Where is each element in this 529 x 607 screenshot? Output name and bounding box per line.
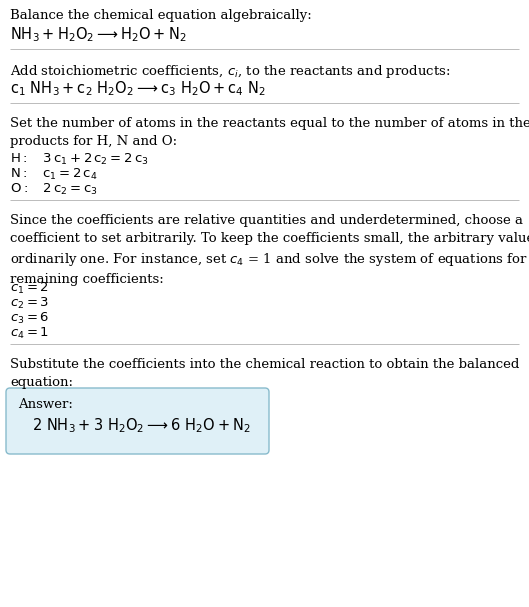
Text: $\mathrm{H: \quad 3\,c_1 + 2\,c_2 = 2\,c_3}$: $\mathrm{H: \quad 3\,c_1 + 2\,c_2 = 2\,c…: [10, 152, 149, 167]
Text: Substitute the coefficients into the chemical reaction to obtain the balanced
eq: Substitute the coefficients into the che…: [10, 358, 519, 389]
Text: $c_2 = 3$: $c_2 = 3$: [10, 296, 49, 311]
Text: $c_4 = 1$: $c_4 = 1$: [10, 326, 49, 341]
Text: $\mathrm{c_1\ NH_3 + c_2\ H_2O_2 \longrightarrow c_3\ H_2O + c_4\ N_2}$: $\mathrm{c_1\ NH_3 + c_2\ H_2O_2 \longri…: [10, 79, 266, 98]
Text: Balance the chemical equation algebraically:: Balance the chemical equation algebraica…: [10, 9, 312, 22]
FancyBboxPatch shape: [6, 388, 269, 454]
Text: $\mathrm{NH_3 + H_2O_2 \longrightarrow H_2O + N_2}$: $\mathrm{NH_3 + H_2O_2 \longrightarrow H…: [10, 25, 187, 44]
Text: $\mathrm{N: \quad c_1 = 2\,c_4}$: $\mathrm{N: \quad c_1 = 2\,c_4}$: [10, 167, 98, 182]
Text: Answer:: Answer:: [18, 398, 73, 411]
Text: Set the number of atoms in the reactants equal to the number of atoms in the
pro: Set the number of atoms in the reactants…: [10, 117, 529, 148]
Text: $\mathrm{O: \quad 2\,c_2 = c_3}$: $\mathrm{O: \quad 2\,c_2 = c_3}$: [10, 182, 98, 197]
Text: $\mathrm{2\ NH_3 + 3\ H_2O_2 \longrightarrow 6\ H_2O + N_2}$: $\mathrm{2\ NH_3 + 3\ H_2O_2 \longrighta…: [32, 416, 251, 435]
Text: $c_1 = 2$: $c_1 = 2$: [10, 281, 49, 296]
Text: $c_3 = 6$: $c_3 = 6$: [10, 311, 49, 326]
Text: Add stoichiometric coefficients, $c_i$, to the reactants and products:: Add stoichiometric coefficients, $c_i$, …: [10, 63, 450, 80]
Text: Since the coefficients are relative quantities and underdetermined, choose a
coe: Since the coefficients are relative quan…: [10, 214, 529, 286]
